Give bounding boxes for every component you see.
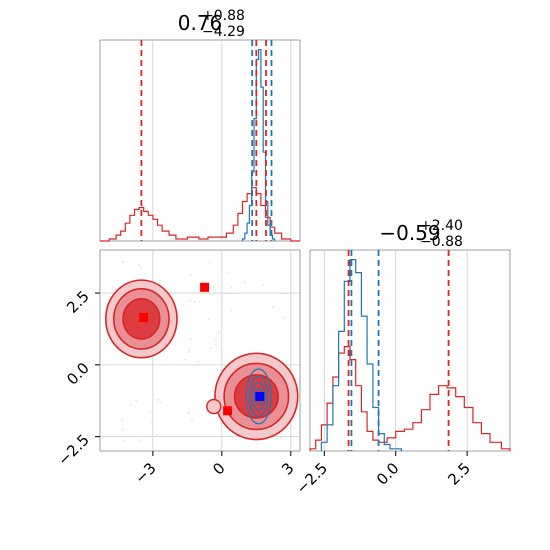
joint-blue-contour-2 xyxy=(251,381,266,411)
hist2-xtick-label-0: −2.5 xyxy=(293,459,331,497)
joint-sample-dot xyxy=(197,360,200,363)
hist2-series-group xyxy=(309,259,511,451)
hist1-series-1-step xyxy=(241,49,276,241)
joint-sample-dot xyxy=(135,400,138,402)
joint-contour-plot: −3 0 3 −2.5 0.0 2.5 xyxy=(54,249,301,487)
hist2-series-0-step xyxy=(309,346,511,451)
joint-red-lobe xyxy=(206,398,222,415)
hist2-quantile-lines xyxy=(347,250,450,451)
joint-ytick-label-0: −2.5 xyxy=(54,431,92,469)
joint-sample-dot xyxy=(198,300,201,303)
joint-sample-dot xyxy=(207,318,210,321)
hist1-series-group xyxy=(100,49,300,242)
joint-sample-dot xyxy=(230,309,233,311)
joint-sample-dot xyxy=(217,331,220,334)
joint-sample-dot xyxy=(191,418,193,421)
joint-sample-dot xyxy=(230,286,233,289)
hist2-title: −0.59 xyxy=(379,221,440,245)
joint-sample-dot xyxy=(130,403,132,406)
hist2-xtick-label-2: 2.5 xyxy=(444,459,474,489)
joint-xtick-label-1: 0 xyxy=(209,459,228,478)
joint-sample-dot xyxy=(210,347,213,350)
joint-sample-dot xyxy=(121,419,124,422)
joint-blue-contour-0 xyxy=(245,368,272,425)
hist1-gridlines xyxy=(152,40,292,241)
joint-ytick-label-1: 0.0 xyxy=(63,359,93,389)
hist2-gridlines xyxy=(323,250,468,451)
joint-sample-dot xyxy=(214,338,217,341)
joint-xtick-label-2: 3 xyxy=(278,459,297,478)
joint-sample-dot xyxy=(156,433,159,436)
joint-marker-3 xyxy=(255,391,265,401)
hist2-xtick-label-1: 0.0 xyxy=(373,459,403,489)
joint-sample-dot xyxy=(189,300,191,302)
joint-sample-dot xyxy=(123,440,126,443)
joint-sample-dot xyxy=(121,428,124,431)
joint-sample-dot xyxy=(193,300,196,303)
joint-sample-dot xyxy=(111,285,114,288)
joint-sample-dot xyxy=(209,261,211,264)
joint-sample-dot xyxy=(138,263,140,266)
joint-x-ticks: −3 0 3 xyxy=(131,451,298,487)
hist1-title-value: 0.76 xyxy=(178,11,223,35)
joint-sample-dot xyxy=(122,260,125,263)
joint-sample-dot xyxy=(282,292,285,294)
hist1-series-0-step xyxy=(100,187,300,242)
joint-sample-dot xyxy=(215,343,218,346)
joint-sample-dot xyxy=(188,350,191,353)
hist2-series-1-step xyxy=(320,259,402,451)
marginal-histogram-param-1: 0.76 +0.88 −4.29 xyxy=(99,8,301,242)
hist2-title-value: −0.59 xyxy=(379,221,440,245)
joint-marker-0 xyxy=(200,282,210,292)
hist1-axes-frame xyxy=(99,39,301,242)
joint-sample-dot xyxy=(215,333,218,335)
joint-sample-dot xyxy=(189,273,192,276)
joint-sample-dot xyxy=(138,439,141,442)
joint-sample-dot xyxy=(149,410,152,413)
joint-sample-dot xyxy=(189,338,192,341)
joint-xtick-label-0: −3 xyxy=(131,459,159,487)
joint-sample-dot xyxy=(150,420,153,423)
joint-sample-dot xyxy=(187,412,190,415)
joint-sample-dot xyxy=(184,358,187,361)
joint-sample-dot xyxy=(156,398,159,401)
joint-sample-dot xyxy=(228,271,230,274)
hist2-axes-frame xyxy=(309,249,511,452)
hist1-title-upper-error: +0.88 xyxy=(202,8,245,24)
joint-sample-dot xyxy=(187,348,190,351)
joint-ytick-label-2: 2.5 xyxy=(63,287,93,317)
joint-marker-1 xyxy=(139,312,149,322)
joint-sample-dot xyxy=(159,401,162,404)
joint-sample-dot xyxy=(243,281,246,284)
hist1-title-lower-error: −4.29 xyxy=(202,24,245,40)
hist2-x-ticks: −2.5 0.0 2.5 xyxy=(293,451,474,498)
joint-blue-contour-1 xyxy=(248,375,269,418)
hist1-title: 0.76 xyxy=(178,11,223,35)
joint-sample-dot xyxy=(279,436,282,439)
joint-marker-2 xyxy=(223,406,233,416)
hist1-quantile-lines xyxy=(140,40,273,241)
joint-sample-dot xyxy=(262,283,265,286)
joint-sample-dot xyxy=(282,317,285,320)
hist2-title-upper-error: +2.40 xyxy=(420,218,463,234)
joint-markers xyxy=(139,282,265,416)
joint-sample-dot xyxy=(271,305,274,308)
joint-y-ticks: −2.5 0.0 2.5 xyxy=(54,287,100,469)
joint-sample-dot xyxy=(205,410,208,413)
marginal-histogram-param-2: −2.5 0.0 2.5 −0.59 +2.40 −0.88 xyxy=(293,218,511,498)
hist2-title-lower-error: −0.88 xyxy=(420,234,463,250)
joint-sample-dot xyxy=(139,266,142,269)
